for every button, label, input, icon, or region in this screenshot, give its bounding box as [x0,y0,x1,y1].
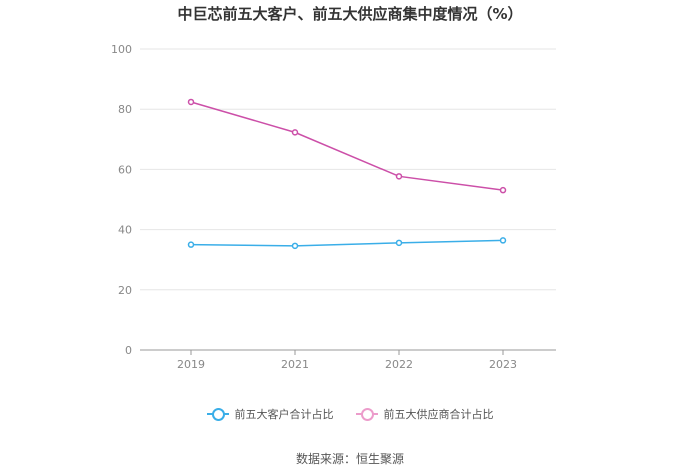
y-tick-label: 40 [118,224,132,237]
x-tick-label: 2019 [177,358,205,371]
data-point[interactable] [395,173,403,180]
legend-label-customers: 前五大客户合计占比 [234,408,334,421]
series-layer [187,98,507,250]
data-point[interactable] [187,241,195,248]
x-axis-ticks: 2019 2021 2022 2023 [177,350,517,371]
x-tick-label: 2022 [385,358,413,371]
data-source-note: 数据来源：恒生聚源 [295,452,404,466]
series-line-0 [190,239,504,247]
data-point[interactable] [499,237,507,244]
y-tick-label: 0 [125,344,132,357]
legend-label-suppliers: 前五大供应商合计占比 [383,408,494,421]
x-tick-label: 2023 [489,358,517,371]
grid-lines [140,48,556,291]
x-tick-label: 2021 [281,358,309,371]
y-tick-label: 100 [111,43,132,56]
y-tick-label: 60 [118,163,132,176]
series-line-1 [190,101,504,191]
legend-item-suppliers[interactable]: 前五大供应商合计占比 [355,406,494,422]
data-point[interactable] [187,98,195,106]
y-tick-label: 80 [118,103,132,116]
legend-item-customers[interactable]: 前五大客户合计占比 [206,406,334,422]
legend-marker-customers-icon [206,408,229,421]
data-point[interactable] [291,242,299,250]
legend: 前五大客户合计占比 前五大供应商合计占比 [0,406,700,422]
y-tick-label: 20 [118,284,132,297]
legend-marker-suppliers-icon [355,408,378,421]
data-point[interactable] [291,129,299,136]
data-point[interactable] [499,186,507,194]
chart-title: 中巨芯前五大客户、前五大供应商集中度情况（%） [177,5,523,23]
data-point[interactable] [395,239,403,247]
y-axis-ticks: 0 20 40 60 80 100 [111,43,132,357]
